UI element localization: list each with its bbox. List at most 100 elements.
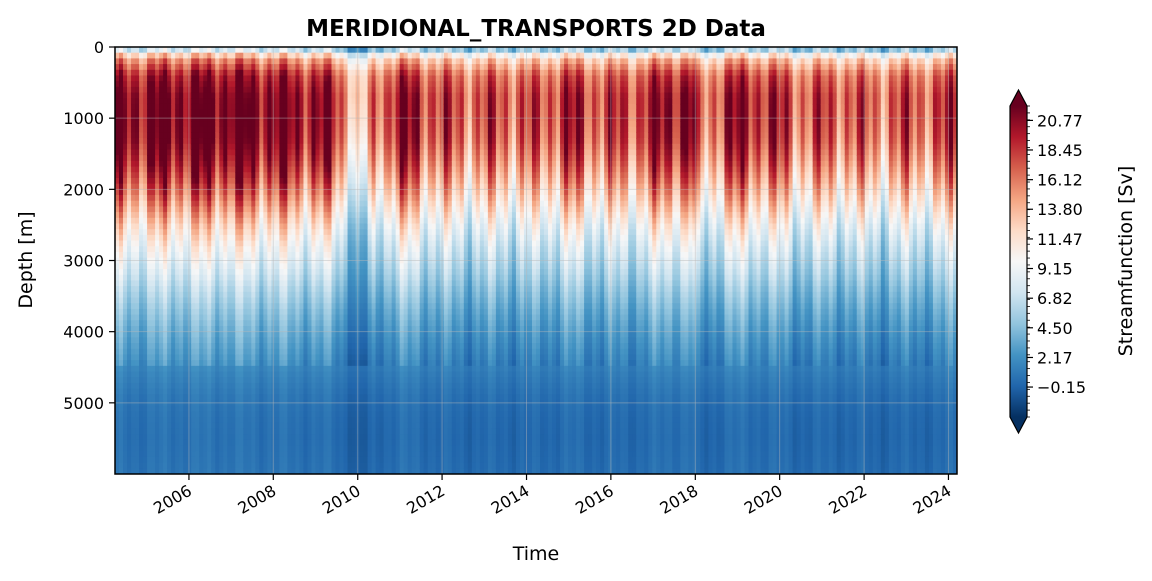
heatmap-cell xyxy=(379,234,385,242)
heatmap-cell xyxy=(123,177,128,185)
heatmap-cell xyxy=(207,240,212,247)
heatmap-cell xyxy=(359,428,365,435)
heatmap-cell xyxy=(123,360,128,367)
heatmap-cell xyxy=(251,132,256,139)
heatmap-cell xyxy=(135,92,140,99)
heatmap-cell xyxy=(287,200,293,208)
heatmap-cell xyxy=(259,103,264,111)
heatmap-cell xyxy=(167,303,172,310)
heatmap-cell xyxy=(371,109,377,116)
heatmap-cell xyxy=(287,103,293,111)
heatmap-cell xyxy=(183,126,188,133)
heatmap-cell xyxy=(275,365,280,373)
heatmap-cell xyxy=(119,234,124,242)
heatmap-cell xyxy=(303,348,309,356)
heatmap-cell xyxy=(287,348,293,356)
heatmap-cell xyxy=(203,234,208,242)
heatmap-cell xyxy=(227,303,232,310)
heatmap-cell xyxy=(323,251,329,259)
heatmap-cell xyxy=(171,337,176,344)
heatmap-cell xyxy=(287,371,293,378)
heatmap-cell xyxy=(127,81,132,88)
heatmap-cell xyxy=(227,411,232,418)
heatmap-cell xyxy=(171,343,176,350)
heatmap-cell xyxy=(247,320,252,327)
heatmap-cell xyxy=(283,325,289,333)
heatmap-cell xyxy=(255,325,260,333)
heatmap-cell xyxy=(355,303,361,310)
heatmap-cell xyxy=(347,303,353,310)
heatmap-cell xyxy=(367,451,373,458)
heatmap-cell xyxy=(371,382,377,390)
heatmap-cell xyxy=(159,303,164,310)
heatmap-cell xyxy=(311,234,317,242)
heatmap-cell xyxy=(131,388,136,395)
heatmap-cell xyxy=(259,149,264,156)
heatmap-cell xyxy=(215,286,220,293)
heatmap-cell xyxy=(239,257,244,264)
heatmap-cell xyxy=(319,160,325,168)
heatmap-cell xyxy=(331,348,337,356)
heatmap-cell xyxy=(239,456,244,464)
heatmap-cell xyxy=(211,138,216,145)
heatmap-cell xyxy=(375,132,381,139)
heatmap-cell xyxy=(171,64,176,71)
heatmap-cell xyxy=(151,456,156,464)
heatmap-cell xyxy=(295,371,301,378)
heatmap-cell xyxy=(291,371,297,378)
heatmap-cell xyxy=(335,462,341,469)
heatmap-cell xyxy=(179,371,184,378)
heatmap-cell xyxy=(347,103,353,111)
heatmap-cell xyxy=(339,115,345,122)
heatmap-cell xyxy=(175,291,180,299)
heatmap-cell xyxy=(127,155,132,162)
heatmap-cell xyxy=(211,217,216,225)
heatmap-cell xyxy=(159,331,164,338)
heatmap-cell xyxy=(159,177,164,185)
heatmap-cell xyxy=(207,331,212,338)
heatmap-cell xyxy=(343,109,349,116)
heatmap-cell xyxy=(211,428,216,435)
heatmap-cell xyxy=(259,428,264,435)
heatmap-cell xyxy=(171,155,176,162)
heatmap-cell xyxy=(143,399,148,407)
heatmap-cell xyxy=(303,269,309,276)
heatmap-cell xyxy=(211,177,216,185)
heatmap-cell xyxy=(207,160,212,168)
heatmap-cell xyxy=(339,92,345,99)
heatmap-cell xyxy=(335,86,341,94)
heatmap-cell xyxy=(259,286,264,293)
heatmap-cell xyxy=(327,47,333,54)
heatmap-cell xyxy=(219,81,224,88)
heatmap-cell xyxy=(191,371,196,378)
heatmap-cell xyxy=(139,468,144,474)
heatmap-cell xyxy=(183,422,188,430)
heatmap-cell xyxy=(239,195,244,202)
heatmap-cell xyxy=(371,269,377,276)
heatmap-cell xyxy=(347,320,353,327)
heatmap-cell xyxy=(343,206,349,213)
heatmap-cell xyxy=(355,195,361,202)
heatmap-cell xyxy=(215,234,220,242)
heatmap-cell xyxy=(359,468,365,474)
heatmap-cell xyxy=(219,103,224,111)
heatmap-cell xyxy=(339,434,345,441)
heatmap-cell xyxy=(195,337,200,344)
heatmap-cell xyxy=(279,308,284,316)
heatmap-cell xyxy=(363,58,369,65)
heatmap-cell xyxy=(287,456,293,464)
heatmap-cell xyxy=(359,183,365,190)
heatmap-cell xyxy=(319,411,325,418)
heatmap-cell xyxy=(315,189,321,196)
heatmap-cell xyxy=(319,445,325,452)
heatmap-cell xyxy=(355,217,361,225)
heatmap-cell xyxy=(151,371,156,378)
heatmap-cell xyxy=(151,337,156,344)
heatmap-cell xyxy=(207,337,212,344)
heatmap-cell xyxy=(335,360,341,367)
heatmap-cell xyxy=(127,229,132,236)
heatmap-cell xyxy=(211,98,216,105)
heatmap-cell xyxy=(183,132,188,139)
heatmap-cell xyxy=(311,189,317,196)
heatmap-cell xyxy=(311,394,317,401)
